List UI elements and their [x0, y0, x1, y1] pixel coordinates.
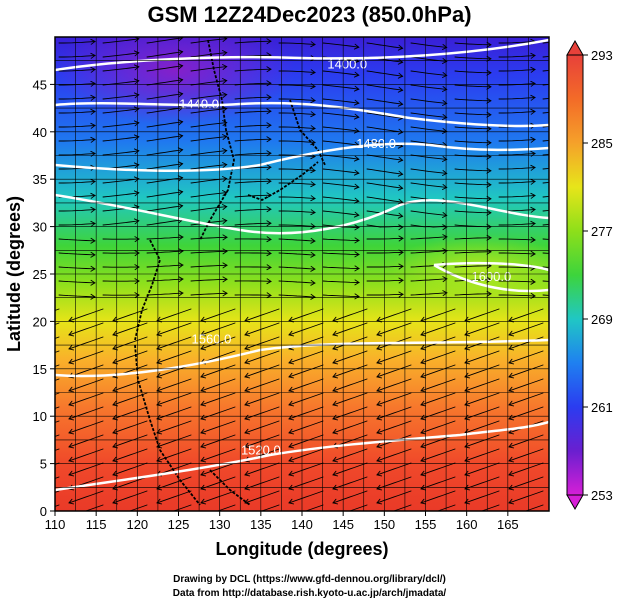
- x-tick-label: 135: [250, 517, 272, 532]
- x-tick-label: 155: [415, 517, 437, 532]
- contour-label: 1600.0: [471, 269, 511, 284]
- wind-streamlines: [55, 37, 549, 511]
- contour-label: 1480.0: [356, 136, 396, 151]
- x-tick-label: 150: [373, 517, 395, 532]
- colorbar-tick-label: 293: [591, 48, 613, 63]
- colorbar-tick-label: 269: [591, 312, 613, 327]
- chart-title: GSM 12Z24Dec2023 (850.0hPa): [147, 2, 472, 27]
- y-tick-label: 25: [33, 267, 47, 282]
- y-tick-label: 5: [40, 457, 47, 472]
- y-axis-label: Latitude (degrees): [4, 196, 24, 352]
- credit-data: Data from http://database.rish.kyoto-u.a…: [172, 588, 447, 599]
- x-tick-label: 165: [497, 517, 519, 532]
- colorbar-tick-label: 253: [591, 488, 613, 503]
- y-tick-label: 45: [33, 77, 47, 92]
- colorbar: 293 285 277 269 261 253: [566, 39, 613, 511]
- y-tick-label: 35: [33, 172, 47, 187]
- x-tick-label: 140: [291, 517, 313, 532]
- y-tick-label: 10: [33, 409, 47, 424]
- credit-drawing: Drawing by DCL (https://www.gfd-dennou.o…: [173, 574, 446, 585]
- colorbar-tick-label: 285: [591, 136, 613, 151]
- x-tick-label: 145: [332, 517, 354, 532]
- colorbar-tick-label: 261: [591, 400, 613, 415]
- x-tick-label: 120: [126, 517, 148, 532]
- x-tick-label: 160: [456, 517, 478, 532]
- contour-label: 1560.0: [192, 331, 232, 346]
- x-tick-label: 110: [45, 517, 66, 532]
- contour-label: 1400.0: [327, 57, 367, 72]
- y-tick-label: 0: [40, 504, 47, 519]
- x-tick-label: 115: [86, 517, 107, 532]
- y-tick-label: 40: [33, 125, 47, 140]
- x-axis-label: Longitude (degrees): [215, 539, 388, 559]
- y-tick-label: 30: [33, 220, 47, 235]
- y-tick-label: 20: [33, 314, 47, 329]
- geopotential-contours: [55, 38, 549, 492]
- x-axis: 110 115 120 125 130 135 140 145 150 155 160 165: [45, 511, 519, 532]
- x-tick-label: 130: [209, 517, 231, 532]
- y-tick-label: 15: [33, 362, 47, 377]
- x-tick-label: 125: [168, 517, 190, 532]
- colorbar-tick-label: 277: [591, 224, 613, 239]
- y-axis: 0 5 10 15 20 25 30 35 40 45: [33, 77, 55, 519]
